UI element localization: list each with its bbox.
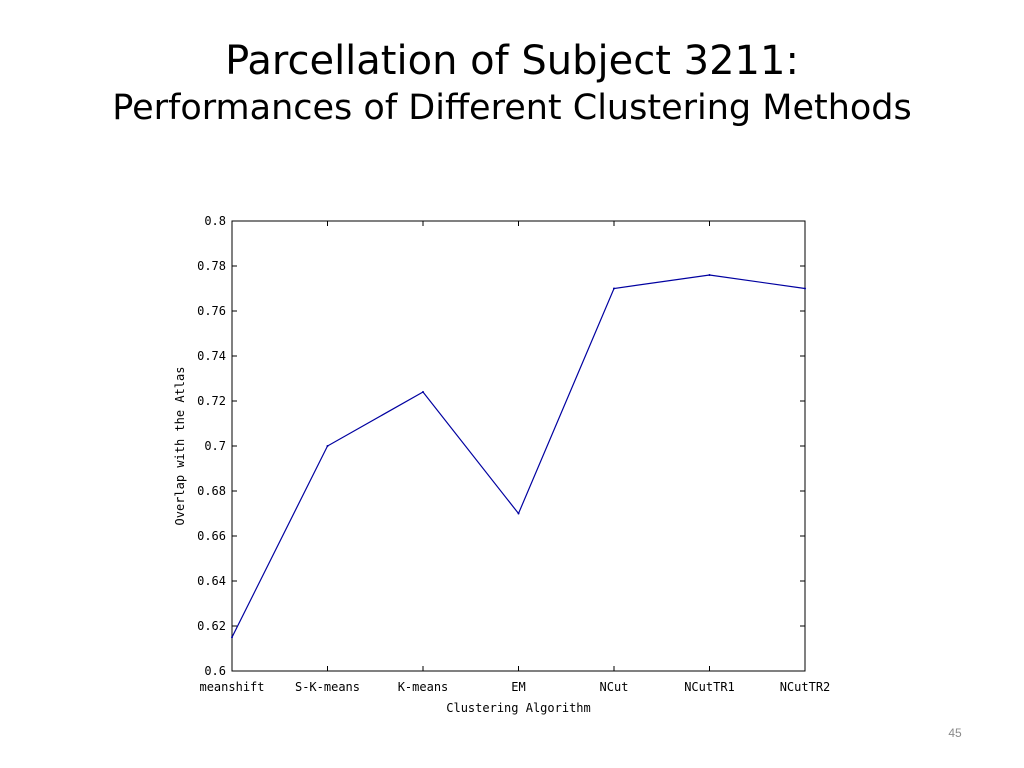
- y-axis-label: Overlap with the Atlas: [173, 367, 187, 526]
- y-tick-label: 0.7: [204, 439, 226, 453]
- page-number: 45: [948, 726, 962, 740]
- x-tick-label: S-K-means: [295, 680, 360, 694]
- data-point-s-k-means: [326, 445, 329, 447]
- x-tick-label: EM: [511, 680, 525, 694]
- y-tick-label: 0.6: [204, 664, 226, 678]
- y-tick-label: 0.78: [197, 259, 226, 273]
- x-tick-label: NCutTR1: [684, 680, 735, 694]
- y-tick-label: 0.74: [197, 349, 226, 363]
- y-tick-label: 0.66: [197, 529, 226, 543]
- y-tick-label: 0.76: [197, 304, 226, 318]
- slide-title-line-1: Parcellation of Subject 3211:: [225, 38, 799, 84]
- y-tick-label: 0.68: [197, 484, 226, 498]
- x-tick-label: NCut: [600, 680, 629, 694]
- x-tick-label: K-means: [398, 680, 449, 694]
- data-point-ncut: [613, 287, 615, 290]
- y-tick-label: 0.62: [197, 619, 226, 633]
- plot-frame: [231, 220, 806, 672]
- slide-title: Parcellation of Subject 3211: Performanc…: [0, 38, 1024, 128]
- x-tick-label: meanshift: [199, 680, 264, 694]
- data-point-k-means: [422, 391, 424, 393]
- y-tick-label: 0.64: [197, 574, 226, 588]
- y-tick-label: 0.72: [197, 394, 226, 408]
- data-point-em: [517, 512, 520, 515]
- series-line: [231, 274, 806, 638]
- data-point-ncuttr2: [804, 287, 806, 290]
- y-tick-label: 0.8: [204, 214, 226, 228]
- data-point-ncuttr1: [708, 274, 711, 276]
- data-point-meanshift: [231, 636, 233, 639]
- x-tick-label: NCutTR2: [780, 680, 831, 694]
- x-axis-label: Clustering Algorithm: [446, 701, 591, 715]
- slide-title-line-2: Performances of Different Clustering Met…: [112, 88, 912, 128]
